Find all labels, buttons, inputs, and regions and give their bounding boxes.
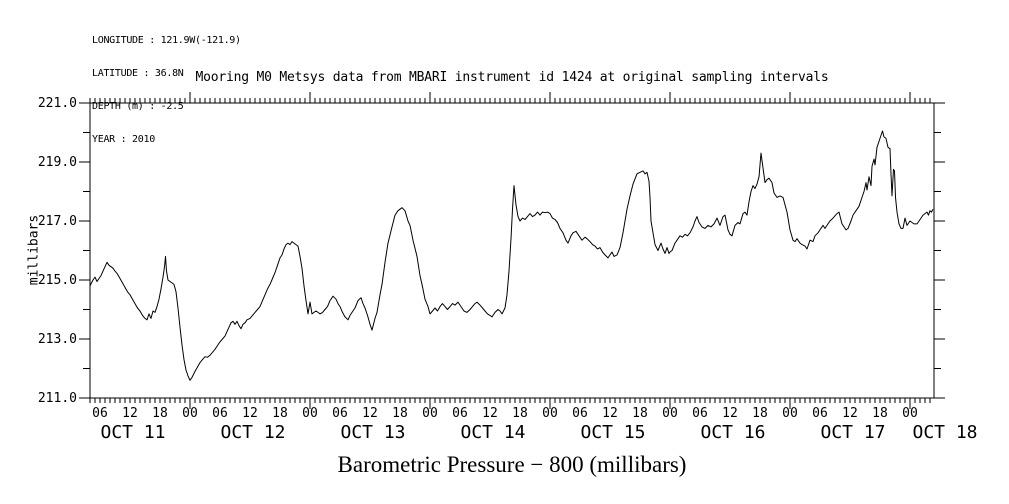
date-label: OCT 17	[820, 422, 885, 443]
hour-label: 18	[632, 406, 648, 421]
y-tick-label: 215.0	[38, 273, 77, 288]
hour-label: 18	[392, 406, 408, 421]
hour-label: 18	[872, 406, 888, 421]
hour-label: 12	[842, 406, 858, 421]
date-label: OCT 18	[912, 422, 977, 443]
hour-label: 12	[722, 406, 738, 421]
date-label: OCT 14	[460, 422, 525, 443]
longitude-label: LONGITUDE : 121.9W(-121.9)	[92, 35, 241, 46]
hour-label: 12	[482, 406, 498, 421]
pressure-data-line	[89, 130, 934, 381]
y-tick-label: 213.0	[38, 332, 77, 347]
hour-label: 00	[662, 406, 678, 421]
hour-label: 06	[692, 406, 708, 421]
hour-label: 12	[242, 406, 258, 421]
hour-label: 06	[212, 406, 228, 421]
y-tick-label: 221.0	[38, 96, 77, 111]
hour-label: 06	[332, 406, 348, 421]
plot-title: Mooring M0 Metsys data from MBARI instru…	[195, 70, 829, 85]
hour-label: 06	[452, 406, 468, 421]
y-tick-label: 217.0	[38, 214, 77, 229]
hour-label: 12	[602, 406, 618, 421]
y-tick-label: 219.0	[38, 155, 77, 170]
metadata-block: LONGITUDE : 121.9W(-121.9) LATITUDE : 36…	[92, 13, 241, 156]
date-label: OCT 16	[700, 422, 765, 443]
hour-label: 00	[542, 406, 558, 421]
year-label: YEAR : 2010	[92, 134, 155, 145]
hour-label: 06	[572, 406, 588, 421]
hour-label: 00	[782, 406, 798, 421]
depth-label: DEPTH (m) : -2.5	[92, 101, 184, 112]
hour-label: 06	[812, 406, 828, 421]
hour-label: 12	[122, 406, 138, 421]
date-label: OCT 15	[580, 422, 645, 443]
plot-frame	[89, 102, 935, 399]
date-label: OCT 11	[100, 422, 165, 443]
date-label: OCT 12	[220, 422, 285, 443]
bottom-title: Barometric Pressure − 800 (millibars)	[337, 452, 687, 477]
date-label: OCT 13	[340, 422, 405, 443]
hour-label: 18	[752, 406, 768, 421]
hour-label: 18	[272, 406, 288, 421]
hour-label: 00	[422, 406, 438, 421]
hour-label: 00	[902, 406, 918, 421]
hour-label: 18	[512, 406, 528, 421]
hour-label: 06	[92, 406, 108, 421]
hour-label: 00	[182, 406, 198, 421]
y-tick-label: 211.0	[38, 391, 77, 406]
hour-label: 12	[362, 406, 378, 421]
latitude-label: LATITUDE : 36.8N	[92, 68, 184, 79]
hour-label: 00	[302, 406, 318, 421]
hour-label: 18	[152, 406, 168, 421]
